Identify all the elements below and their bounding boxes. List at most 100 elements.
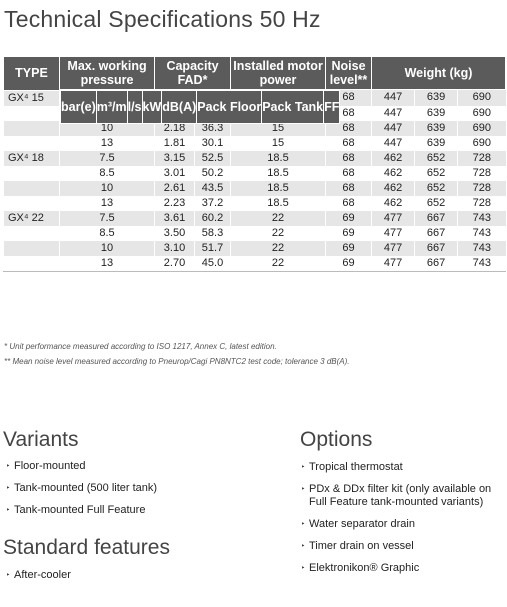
table-cell: 639 xyxy=(414,135,458,151)
unit-capacity-m3: m³/m xyxy=(95,90,128,124)
table-cell: 60.2 xyxy=(193,210,231,226)
table-cell: 447 xyxy=(371,90,415,106)
table-cell: 639 xyxy=(414,90,458,106)
table-row: GX⁴ 22 7.5 3.61 60.2 22 69 477 667 743 xyxy=(3,210,506,226)
table-cell: 69 xyxy=(325,255,372,272)
table-cell: 3.61 xyxy=(154,210,195,226)
table-cell: 30.1 xyxy=(193,135,231,151)
table-cell: 7.5 xyxy=(59,150,155,166)
table-cell: 3.15 xyxy=(154,150,195,166)
bullet-icon: ‣ xyxy=(301,464,306,471)
list-item: ‣ Tank-mounted (500 liter tank) xyxy=(5,482,157,495)
table-cell: 51.7 xyxy=(193,240,231,256)
table-cell: 15 xyxy=(230,135,326,151)
table-cell: 743 xyxy=(457,255,506,272)
table-cell: 22 xyxy=(230,225,326,241)
table-cell: 68 xyxy=(325,120,372,136)
table-row: 13 2.23 37.2 18.5 68 462 652 728 xyxy=(3,195,506,211)
table-cell xyxy=(3,135,60,151)
table-row: 13 1.81 30.1 15 68 447 639 690 xyxy=(3,135,506,151)
table-cell: 652 xyxy=(414,180,458,196)
table-cell: 18.5 xyxy=(230,150,326,166)
list-item: ‣ Elektronikon® Graphic xyxy=(300,562,506,575)
unit-pressure: bar(e) xyxy=(60,90,97,124)
table-cell: 52.5 xyxy=(193,150,231,166)
table-cell: 639 xyxy=(414,105,458,121)
list-item: ‣ Floor-mounted xyxy=(5,460,157,473)
list-item: ‣ Timer drain on vessel xyxy=(300,540,506,553)
table-cell: 3.50 xyxy=(154,225,195,241)
header-type: TYPE xyxy=(3,56,60,91)
table-cell: 743 xyxy=(457,210,506,226)
table-cell: 13 xyxy=(59,255,155,272)
table-cell: 18.5 xyxy=(230,180,326,196)
list-item-label: PDx & DDx filter kit (only available on … xyxy=(309,483,492,508)
table-cell: 1.81 xyxy=(154,135,195,151)
bullet-icon: ‣ xyxy=(6,507,11,514)
table-cell: 2.61 xyxy=(154,180,195,196)
table-cell: 652 xyxy=(414,150,458,166)
standard-features-list: ‣ After-cooler xyxy=(5,569,71,591)
table-cell: 690 xyxy=(457,105,506,121)
list-item: ‣ After-cooler xyxy=(5,569,71,582)
table-cell: 667 xyxy=(414,210,458,226)
table-cell xyxy=(3,240,60,256)
table-cell: 3.10 xyxy=(154,240,195,256)
table-cell: 22 xyxy=(230,210,326,226)
table-cell: 10 xyxy=(59,180,155,196)
unit-pack-tank: Pack Tank xyxy=(261,90,325,124)
bullet-icon: ‣ xyxy=(301,486,306,493)
list-item-label: Tank-mounted (500 liter tank) xyxy=(14,482,158,494)
table-cell xyxy=(3,195,60,211)
table-cell: GX⁴ 18 xyxy=(3,150,60,166)
table-row: 8.5 3.01 50.2 18.5 68 462 652 728 xyxy=(3,165,506,181)
variants-heading: Variants xyxy=(3,428,79,451)
header-weight: Weight (kg) xyxy=(371,56,507,90)
table-cell xyxy=(3,165,60,181)
table-cell: 2.18 xyxy=(154,120,195,136)
table-cell: 462 xyxy=(371,165,415,181)
bullet-icon: ‣ xyxy=(6,572,11,579)
bullet-icon: ‣ xyxy=(301,521,306,528)
table-cell: 667 xyxy=(414,225,458,241)
table-cell: 13 xyxy=(59,195,155,211)
list-item: ‣ Water separator drain xyxy=(300,518,506,531)
table-cell: 462 xyxy=(371,195,415,211)
options-heading: Options xyxy=(300,428,373,451)
table-cell: 50.2 xyxy=(193,165,231,181)
table-cell: 728 xyxy=(457,150,506,166)
header-pressure: Max. working pressure xyxy=(59,56,155,90)
table-cell: 69 xyxy=(325,210,372,226)
bullet-icon: ‣ xyxy=(301,543,306,550)
table-cell: 43.5 xyxy=(193,180,231,196)
table-cell: 477 xyxy=(371,240,415,256)
list-item-label: Timer drain on vessel xyxy=(309,540,414,552)
table-cell: 447 xyxy=(371,135,415,151)
table-cell: 447 xyxy=(371,120,415,136)
unit-power: kW xyxy=(141,90,163,124)
unit-pack-floor: Pack Floor xyxy=(196,90,263,124)
unit-ff: FF xyxy=(323,90,341,124)
unit-noise: dB(A) xyxy=(161,90,198,124)
list-item-label: Tropical thermostat xyxy=(309,461,403,473)
table-cell xyxy=(3,105,60,121)
table-cell: 8.5 xyxy=(59,165,155,181)
table-cell: 69 xyxy=(325,240,372,256)
standard-features-heading: Standard features xyxy=(3,536,170,559)
table-cell: 15 xyxy=(230,120,326,136)
spec-table: TYPE Max. working pressure Capacity FAD*… xyxy=(3,56,507,272)
table-cell: 37.2 xyxy=(193,195,231,211)
table-cell: 477 xyxy=(371,225,415,241)
header-capacity: Capacity FAD* xyxy=(153,56,232,90)
table-cell: 22 xyxy=(230,255,326,272)
table-cell: 22 xyxy=(230,240,326,256)
list-item-label: Elektronikon® Graphic xyxy=(309,562,420,574)
table-cell: 728 xyxy=(457,180,506,196)
header-noise: Noise level** xyxy=(325,56,373,90)
list-item-label: Tank-mounted Full Feature xyxy=(14,504,146,516)
table-cell: 690 xyxy=(457,135,506,151)
table-cell: 667 xyxy=(414,255,458,272)
table-cell: 18.5 xyxy=(230,165,326,181)
footnote-noise: ** Mean noise level measured according t… xyxy=(4,357,350,366)
bullet-icon: ‣ xyxy=(301,565,306,572)
